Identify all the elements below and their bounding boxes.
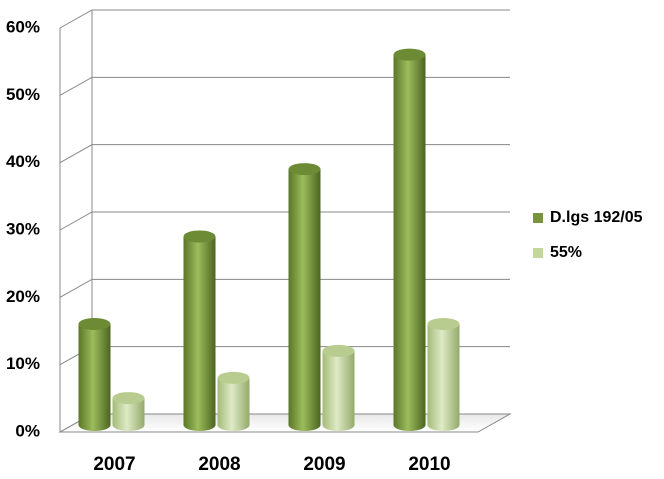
y-tick-label: 0% — [15, 421, 40, 440]
cylinder-top — [322, 344, 355, 357]
cylinder-body — [78, 324, 111, 431]
y-tick-label: 10% — [6, 354, 40, 373]
cylinder-top — [183, 230, 216, 243]
legend-swatch — [533, 213, 543, 223]
x-tick-label: 2010 — [408, 454, 450, 475]
legend-label: D.lgs 192/05 — [550, 209, 643, 226]
cylinder-top — [393, 48, 426, 61]
grid-line — [59, 76, 510, 96]
grid-line — [59, 278, 510, 298]
bar — [288, 163, 321, 431]
x-tick-label: 2007 — [93, 454, 135, 475]
bar — [427, 318, 460, 431]
legend-swatch — [533, 248, 543, 258]
grid-line — [59, 144, 510, 164]
bar — [78, 318, 111, 431]
grid-line — [59, 9, 510, 29]
bar — [183, 230, 216, 431]
bar — [393, 48, 426, 432]
cylinder-top — [112, 392, 145, 405]
y-tick-label: 40% — [6, 152, 40, 171]
x-tick-label: 2009 — [303, 454, 345, 475]
cylinder-top — [427, 318, 460, 330]
cylinder-body — [288, 169, 321, 431]
cylinder-top — [78, 318, 111, 330]
legend-label: 55% — [550, 244, 582, 261]
bar — [112, 392, 145, 431]
cylinder-body — [427, 324, 460, 431]
y-tick-label: 30% — [6, 219, 40, 238]
y-tick-label: 20% — [6, 287, 40, 306]
bar — [322, 344, 355, 431]
cylinder-body — [393, 54, 426, 432]
bar — [217, 371, 250, 431]
cylinder-top — [217, 371, 250, 384]
grid-line — [59, 211, 510, 231]
cylinder-body — [183, 236, 216, 431]
x-tick-label: 2008 — [198, 454, 240, 475]
cylinder-top — [288, 163, 321, 176]
y-tick-label: 50% — [6, 85, 40, 104]
cylinder-body — [322, 350, 355, 431]
y-tick-label: 60% — [6, 17, 40, 36]
cylinder-body — [112, 398, 145, 431]
cylinder-body — [217, 377, 250, 431]
